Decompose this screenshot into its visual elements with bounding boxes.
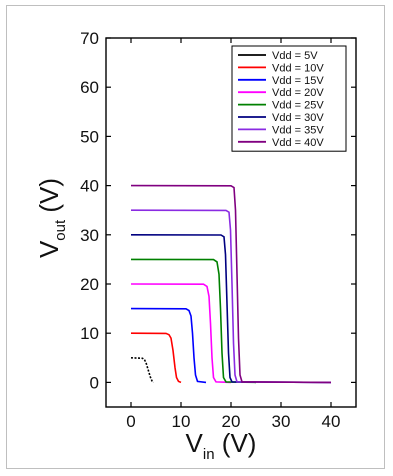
legend-label: Vdd = 30V [272, 112, 324, 124]
legend-box [231, 45, 347, 152]
legend-label: Vdd = 5V [272, 50, 318, 62]
y-tick-label: 0 [90, 373, 99, 392]
legend-label: Vdd = 35V [272, 124, 324, 136]
series-line-vdd-10 [130, 332, 182, 384]
x-tick-label: 10 [172, 412, 191, 431]
series-lines [130, 184, 332, 384]
y-tick-label: 60 [80, 78, 99, 97]
x-tick-label: 20 [222, 412, 241, 431]
y-tick-label: 20 [80, 275, 99, 294]
series-line-vdd-5 [130, 357, 155, 383]
legend-label: Vdd = 40V [272, 137, 324, 149]
y-tick-label: 70 [80, 29, 99, 48]
y-tick-label: 10 [80, 324, 99, 343]
y-tick-label: 40 [80, 177, 99, 196]
series-line-vdd-40 [130, 184, 332, 384]
legend-label: Vdd = 25V [272, 100, 324, 112]
x-tick-label: 0 [126, 412, 135, 431]
x-axis-label: Vin (V) [186, 428, 257, 463]
series-line-vdd-30 [130, 234, 332, 384]
y-tick-label: 30 [80, 226, 99, 245]
legend-label: Vdd = 10V [272, 62, 324, 74]
x-tick-label: 40 [322, 412, 341, 431]
series-line-vdd-35 [130, 209, 332, 384]
series-line-vdd-20 [130, 283, 232, 384]
y-tick-label: 50 [80, 127, 99, 146]
legend-label: Vdd = 20V [272, 87, 324, 99]
legend-label: Vdd = 15V [272, 75, 324, 87]
axes: 0 10 20 30 40 0 10 20 30 40 50 60 70 [80, 29, 357, 431]
series-line-vdd-15 [130, 307, 207, 384]
y-axis-label: Vout (V) [34, 178, 69, 258]
x-tick-label: 30 [272, 412, 291, 431]
series-line-vdd-25 [130, 258, 257, 384]
